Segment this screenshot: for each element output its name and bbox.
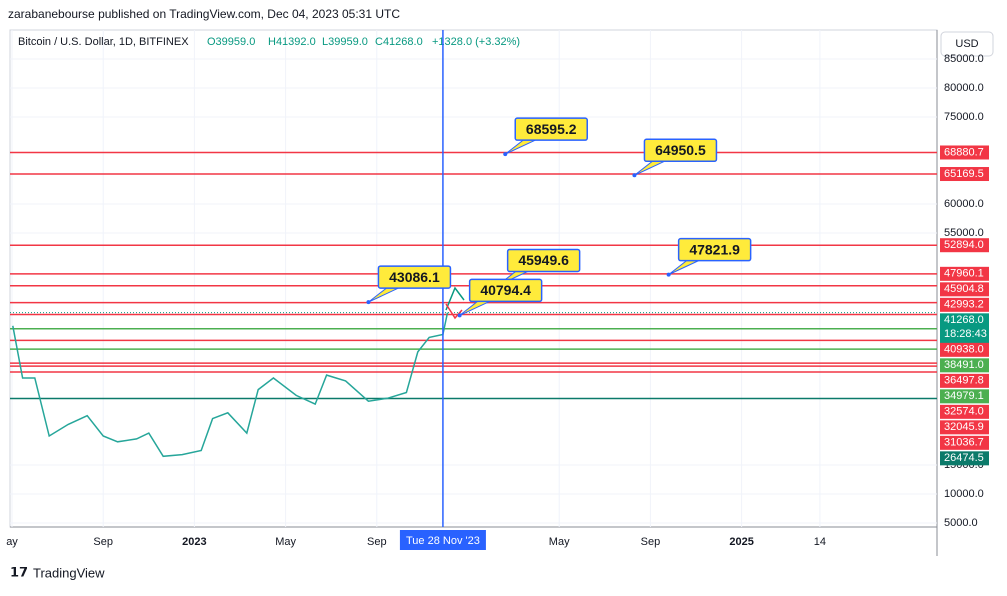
price-axis-badge — [940, 313, 989, 344]
price-axis-badge-label: 40938.0 — [944, 344, 984, 356]
price-axis-badge-label: 36497.8 — [944, 375, 984, 387]
callout-box — [643, 138, 718, 163]
price-axis-badge-label: 32045.9 — [944, 421, 984, 433]
price-tick-label: 80000.0 — [944, 82, 984, 94]
price-axis-badge-label: 32574.0 — [944, 406, 984, 418]
price-axis-badge — [940, 373, 989, 388]
price-axis-badge — [940, 389, 989, 404]
price-axis-badge — [940, 145, 989, 160]
footer-brand: TradingView — [33, 565, 105, 580]
price-axis-badge-label: 45904.8 — [944, 283, 984, 295]
price-axis-badge — [940, 342, 989, 357]
price-axis-badge — [940, 420, 989, 435]
price-axis-badge-label: 42993.2 — [944, 299, 984, 311]
price-axis-badge — [940, 451, 989, 466]
price-tick-label: 75000.0 — [944, 111, 984, 123]
time-tick-label: 2025 — [729, 536, 753, 548]
callout-label: 47821.9 — [689, 241, 740, 257]
price-axis-badge-label: 52894.0 — [944, 239, 984, 251]
callout-box — [506, 248, 581, 273]
callout-label: 43086.1 — [389, 269, 440, 285]
callout-box — [468, 278, 543, 303]
price-axis-badge — [940, 435, 989, 450]
legend-symbol: Bitcoin / U.S. Dollar, 1D, BITFINEX — [18, 36, 189, 48]
callout-label: 68595.2 — [526, 121, 577, 137]
legend-low: L39959.0 — [322, 36, 368, 48]
price-axis-badge — [940, 297, 989, 312]
time-tick-label: ay — [6, 536, 18, 548]
callout-anchor — [632, 173, 637, 178]
price-axis-badge-label: 41268.0 — [944, 314, 984, 326]
price-axis-badge-label: 34979.1 — [944, 390, 984, 402]
time-tick-label: Sep — [641, 536, 661, 548]
callout-box — [514, 117, 588, 141]
price-axis-badge-label: 47960.1 — [944, 268, 984, 280]
currency-button[interactable] — [940, 31, 994, 57]
time-tick-label: 2023 — [182, 536, 206, 548]
price-axis-badge-label: 31036.7 — [944, 437, 984, 449]
legend-high: H41392.0 — [268, 36, 316, 48]
chart-pane — [9, 29, 938, 528]
time-tick-label: May — [275, 536, 296, 548]
legend-change: +1328.0 (+3.32%) — [432, 36, 520, 48]
price-tick-label: 10000.0 — [944, 488, 984, 500]
callout-anchor — [666, 272, 671, 277]
callout-label: 45949.6 — [518, 252, 569, 268]
currency-label[interactable]: USD — [955, 38, 978, 50]
time-tick-label: 14 — [814, 536, 826, 548]
footer-logo: 𝟭𝟳 — [10, 564, 28, 579]
price-axis-badge-label: 38491.0 — [944, 359, 984, 371]
crosshair-label-bg — [399, 530, 486, 550]
price-tick-label: 5000.0 — [944, 517, 978, 529]
callout-label: 64950.5 — [655, 142, 706, 158]
price-tick-label: 55000.0 — [944, 227, 984, 239]
countdown-label: 18:28:43 — [944, 328, 987, 340]
price-line — [12, 312, 449, 458]
callout-box — [377, 265, 452, 289]
legend-open: O39959.0 — [207, 36, 255, 48]
price-axis-badge — [940, 167, 989, 182]
legend-close: C41268.0 — [375, 36, 423, 48]
callout-label: 40794.4 — [480, 282, 531, 298]
callout-box — [677, 237, 752, 262]
price-axis-badge — [940, 282, 989, 297]
time-tick-label: May — [549, 536, 570, 548]
time-tick-label: Sep — [93, 536, 113, 548]
logo-mark: 𝟭𝟳 — [10, 564, 28, 579]
callout-anchor — [366, 300, 371, 305]
crosshair-label: Tue 28 Nov '23 — [406, 535, 480, 547]
price-tick-label: 85000.0 — [944, 53, 984, 65]
callout-anchor — [503, 152, 508, 157]
price-axis-badge — [940, 238, 989, 253]
arrow-up — [445, 286, 465, 311]
price-axis-badge — [940, 358, 989, 373]
price-axis-badge-label: 68880.7 — [944, 146, 984, 158]
price-axis-badge — [940, 266, 989, 281]
price-axis-badge-label: 26474.5 — [944, 452, 984, 464]
price-axis-badge-label: 65169.5 — [944, 168, 984, 180]
price-tick-label: 60000.0 — [944, 198, 984, 210]
price-axis-badge — [940, 404, 989, 419]
callout-anchor — [457, 313, 462, 318]
time-tick-label: Sep — [367, 536, 387, 548]
arrow-down — [445, 303, 463, 320]
published-line: zarabanebourse published on TradingView.… — [8, 7, 400, 21]
